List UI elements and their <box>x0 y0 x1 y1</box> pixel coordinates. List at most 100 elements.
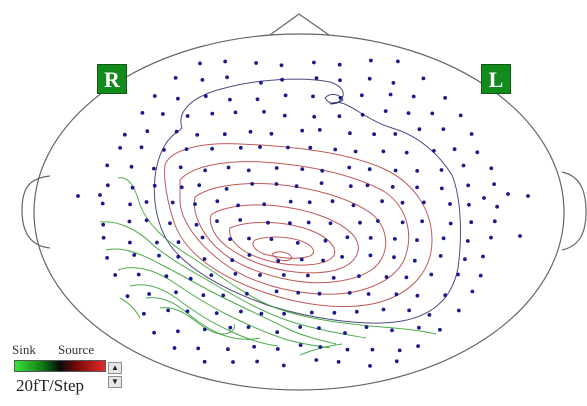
sensor-point <box>343 331 347 335</box>
sensor-point <box>173 76 178 80</box>
sensor-point <box>495 204 499 209</box>
sensor-point <box>300 128 305 133</box>
sensor-point <box>354 309 359 314</box>
sensor-point <box>98 193 102 197</box>
sensor-point <box>298 325 303 329</box>
contour-line <box>271 251 293 262</box>
contour-line <box>117 267 331 349</box>
sensor-point <box>443 96 447 100</box>
sensor-point <box>411 94 416 99</box>
sensor-point <box>348 184 353 189</box>
sensor-point <box>475 150 480 155</box>
sensor-point <box>381 307 386 312</box>
sensor-point <box>174 290 178 295</box>
sensor-point <box>283 93 288 98</box>
sensor-point <box>225 75 230 80</box>
sensor-point <box>465 239 470 243</box>
contour-line <box>159 307 235 335</box>
sensor-point <box>200 78 205 82</box>
sensor-point <box>275 330 280 335</box>
sensor-point <box>466 183 471 188</box>
sensor-point <box>441 127 446 131</box>
sensor-point <box>127 240 132 245</box>
sensor-point <box>295 241 300 245</box>
sensor-point <box>185 309 190 314</box>
sensor-point <box>152 330 157 335</box>
step-decrease-button[interactable]: ▼ <box>108 376 122 388</box>
sensor-point <box>176 329 180 334</box>
sensor-point <box>317 127 322 132</box>
sensor-point <box>368 364 372 368</box>
nose-outline <box>269 13 330 36</box>
sensor-point <box>393 237 397 241</box>
sensor-point <box>162 148 166 152</box>
sensor-point <box>420 219 424 224</box>
sensor-point <box>415 238 419 243</box>
sensor-points <box>76 58 530 368</box>
step-increase-button[interactable]: ▲ <box>108 362 122 374</box>
sensor-point <box>179 185 184 190</box>
sensor-point <box>197 183 202 188</box>
sensor-point <box>360 112 365 117</box>
sensor-point <box>228 325 233 330</box>
sensor-point <box>461 163 466 168</box>
sensor-point <box>337 62 342 67</box>
sensor-point <box>421 76 426 81</box>
sensor-point <box>456 272 460 277</box>
sensor-point <box>340 255 344 259</box>
sensor-point <box>130 185 135 190</box>
sensor-point <box>274 182 279 186</box>
triangle-up-icon: ▲ <box>111 363 119 372</box>
left-ear-outline <box>561 171 587 251</box>
sensor-point <box>467 202 471 207</box>
sensor-point <box>323 238 328 243</box>
sensor-point <box>144 200 149 204</box>
sensor-point <box>478 273 483 278</box>
sensor-point <box>404 150 409 155</box>
sensor-point <box>469 220 474 225</box>
sensor-point <box>432 148 436 153</box>
sensor-point <box>280 77 284 82</box>
sensor-point <box>333 147 338 152</box>
sensor-point <box>376 219 380 223</box>
sensor-point <box>296 290 301 295</box>
sensor-point <box>203 94 208 98</box>
sensor-point <box>125 294 130 299</box>
sensor-point <box>250 182 255 186</box>
sensor-point <box>348 131 352 136</box>
sensor-point <box>246 325 251 329</box>
sensor-point <box>144 218 149 223</box>
sensor-point <box>176 96 180 101</box>
sensor-point <box>321 258 325 263</box>
sensor-point <box>393 132 398 136</box>
sensor-point <box>390 328 394 333</box>
sensor-point <box>439 168 444 172</box>
sensor-point <box>266 220 270 225</box>
sensor-point <box>359 93 364 98</box>
sensor-point <box>456 308 461 313</box>
sensor-point <box>526 194 530 198</box>
sensor-point <box>482 196 486 200</box>
sensor-point <box>152 94 157 98</box>
sensor-point <box>427 313 432 317</box>
sensor-point <box>331 276 336 280</box>
sensor-point <box>238 218 243 222</box>
sensor-point <box>161 112 165 116</box>
sensor-point <box>372 132 376 137</box>
sensor-point <box>412 258 417 263</box>
sensor-point <box>469 132 474 136</box>
sensor-point <box>317 291 322 296</box>
contour-lines <box>99 78 461 356</box>
sensor-point <box>172 346 177 350</box>
sensor-point <box>415 293 420 298</box>
sensor-point <box>307 200 312 205</box>
sensor-point <box>463 257 467 262</box>
sensor-point <box>347 165 352 170</box>
head-outline <box>33 33 565 391</box>
contour-line <box>252 236 314 259</box>
sensor-point <box>233 110 238 115</box>
sensor-point <box>311 94 315 99</box>
sensor-point <box>210 146 215 151</box>
sensor-point <box>252 344 256 349</box>
sensor-point <box>314 358 319 362</box>
